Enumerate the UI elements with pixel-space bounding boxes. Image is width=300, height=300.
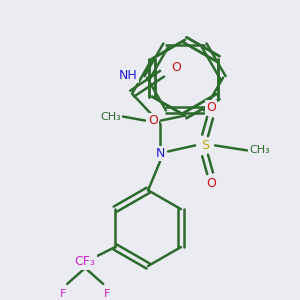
Text: NH: NH bbox=[118, 69, 137, 82]
Text: CH₃: CH₃ bbox=[100, 112, 121, 122]
Text: CH₃: CH₃ bbox=[249, 146, 270, 155]
Text: O: O bbox=[148, 114, 158, 127]
Text: CF₃: CF₃ bbox=[75, 256, 96, 268]
Text: S: S bbox=[201, 139, 209, 152]
Text: F: F bbox=[60, 289, 66, 299]
Text: O: O bbox=[206, 177, 216, 190]
Text: F: F bbox=[104, 289, 110, 299]
Text: O: O bbox=[171, 61, 181, 74]
Text: O: O bbox=[206, 101, 216, 114]
Text: N: N bbox=[155, 147, 165, 160]
